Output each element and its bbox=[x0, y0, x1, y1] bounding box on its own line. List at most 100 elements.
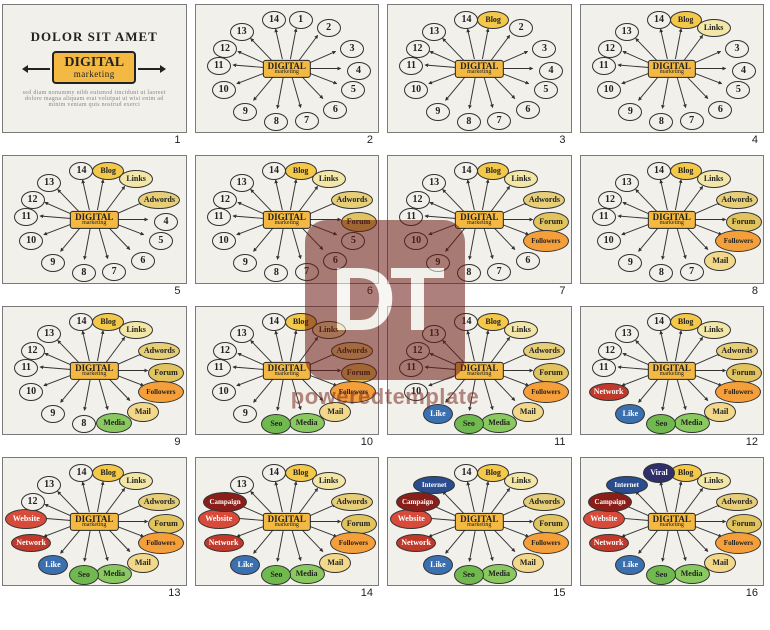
mindmap-node: 14 bbox=[454, 162, 478, 180]
slide-number: 10 bbox=[195, 435, 380, 449]
slide-cell[interactable]: BlogLinksAdwordsForumFollowersMail789101… bbox=[580, 155, 765, 298]
mindmap-node: 7 bbox=[680, 112, 704, 130]
mindmap-node: Mail bbox=[127, 553, 159, 573]
mindmap-node: Forum bbox=[341, 212, 377, 232]
slide-cell[interactable]: BlogLinksAdwordsForumFollowersMailMediaS… bbox=[387, 306, 572, 449]
mindmap-node: Forum bbox=[726, 212, 762, 232]
mindmap-node: 12 bbox=[213, 342, 237, 360]
slide-thumbnail[interactable]: BlogLinksAdwordsForum567891011121314DIGI… bbox=[195, 155, 380, 284]
slide-thumbnail[interactable]: BlogLinksAdwordsForumFollowersMail789101… bbox=[580, 155, 765, 284]
slide-cell[interactable]: BlogLinksAdwordsForumFollowersMailMedia8… bbox=[2, 306, 187, 449]
slide-cell[interactable]: BlogLinksAdwordsForumFollowers6789101112… bbox=[387, 155, 572, 298]
mindmap-hub: DIGITALmarketing bbox=[648, 210, 696, 228]
mindmap-hub: DIGITALmarketing bbox=[70, 210, 118, 228]
mindmap: 1234567891011121314DIGITALmarketing bbox=[196, 5, 379, 132]
mindmap-node: Links bbox=[697, 19, 731, 37]
slide-thumbnail[interactable]: BlogLinksAdwordsForumFollowersMailMediaS… bbox=[580, 306, 765, 435]
mindmap-node: 12 bbox=[21, 342, 45, 360]
mindmap-node: Media bbox=[289, 413, 325, 433]
mindmap-node: Seo bbox=[261, 414, 291, 434]
mindmap-node: Mail bbox=[704, 251, 736, 271]
mindmap-node: 5 bbox=[341, 232, 365, 250]
mindmap-node: 14 bbox=[262, 162, 286, 180]
mindmap-node: 14 bbox=[69, 162, 93, 180]
slide-cell[interactable]: BlogLinksAdwordsForumFollowersMailMediaS… bbox=[580, 306, 765, 449]
mindmap-node: 7 bbox=[680, 263, 704, 281]
mindmap-node: 11 bbox=[399, 208, 423, 226]
slide-cell[interactable]: DOLOR SIT AMETDIGITALmarketingsed diam n… bbox=[2, 4, 187, 147]
slide-thumbnail[interactable]: DOLOR SIT AMETDIGITALmarketingsed diam n… bbox=[2, 4, 187, 133]
slide-thumbnail[interactable]: BlogLinks34567891011121314DIGITALmarketi… bbox=[580, 4, 765, 133]
mindmap: BlogLinksAdwordsForumFollowersMail789101… bbox=[581, 156, 764, 283]
slide-cell[interactable]: BlogLinksAdwordsForumFollowersMailMediaS… bbox=[580, 457, 765, 600]
slide-thumbnail[interactable]: BlogLinksAdwordsForumFollowersMailMediaS… bbox=[387, 306, 572, 435]
mindmap-node: Network bbox=[11, 534, 51, 552]
mindmap-node: Seo bbox=[261, 565, 291, 585]
slide-cell[interactable]: BlogLinksAdwordsForumFollowersMailMediaS… bbox=[195, 306, 380, 449]
mindmap-node: 9 bbox=[41, 405, 65, 423]
mindmap-node: 9 bbox=[41, 254, 65, 272]
slide-number: 15 bbox=[387, 586, 572, 600]
slide-thumbnail[interactable]: 1234567891011121314DIGITALmarketing bbox=[195, 4, 380, 133]
mindmap-node: 14 bbox=[647, 162, 671, 180]
mindmap-node: 6 bbox=[323, 101, 347, 119]
mindmap-hub: DIGITALmarketing bbox=[455, 210, 503, 228]
mindmap-node: 10 bbox=[212, 383, 236, 401]
mindmap: BlogLinksAdwordsForumFollowersMailMediaS… bbox=[581, 307, 764, 434]
slide-cell[interactable]: Blog234567891011121314DIGITALmarketing3 bbox=[387, 4, 572, 147]
slide-cell[interactable]: BlogLinksAdwordsForum567891011121314DIGI… bbox=[195, 155, 380, 298]
slide-thumbnail[interactable]: Blog234567891011121314DIGITALmarketing bbox=[387, 4, 572, 133]
mindmap-node: 6 bbox=[323, 252, 347, 270]
slide-thumbnail[interactable]: BlogLinksAdwordsForumFollowers6789101112… bbox=[387, 155, 572, 284]
slide-thumbnail[interactable]: BlogLinksAdwords4567891011121314DIGITALm… bbox=[2, 155, 187, 284]
slide-thumbnail[interactable]: BlogLinksAdwordsForumFollowersMailMediaS… bbox=[195, 306, 380, 435]
mindmap-node: 11 bbox=[207, 208, 231, 226]
mindmap-node: Adwords bbox=[331, 493, 373, 511]
slide-cell[interactable]: BlogLinksAdwordsForumFollowersMailMediaS… bbox=[387, 457, 572, 600]
mindmap-node: 12 bbox=[406, 191, 430, 209]
mindmap-node: Forum bbox=[533, 514, 569, 534]
mindmap-node: 10 bbox=[404, 81, 428, 99]
mindmap-node: 5 bbox=[149, 232, 173, 250]
mindmap-node: Like bbox=[615, 555, 645, 575]
slide-cell[interactable]: 1234567891011121314DIGITALmarketing2 bbox=[195, 4, 380, 147]
slide-thumbnail[interactable]: BlogLinksAdwordsForumFollowersMailMediaS… bbox=[580, 457, 765, 586]
mindmap-node: 14 bbox=[454, 313, 478, 331]
mindmap-node: Seo bbox=[454, 414, 484, 434]
mindmap-node: 14 bbox=[262, 313, 286, 331]
mindmap-node: Forum bbox=[726, 514, 762, 534]
mindmap-node: 12 bbox=[21, 493, 45, 511]
mindmap-node: Media bbox=[674, 413, 710, 433]
slide-thumbnail[interactable]: BlogLinksAdwordsForumFollowersMailMediaS… bbox=[2, 457, 187, 586]
mindmap-node: 1 bbox=[289, 11, 313, 29]
mindmap-hub: DIGITALmarketing bbox=[263, 210, 311, 228]
mindmap-node: 10 bbox=[212, 81, 236, 99]
mindmap-node: Like bbox=[423, 555, 453, 575]
mindmap-node: Seo bbox=[646, 414, 676, 434]
slide-number: 5 bbox=[2, 284, 187, 298]
mindmap-node: Forum bbox=[148, 363, 184, 383]
mindmap-node: 14 bbox=[69, 464, 93, 482]
mindmap-node: 14 bbox=[647, 313, 671, 331]
mindmap-node: Adwords bbox=[523, 191, 565, 209]
mindmap-node: Adwords bbox=[523, 342, 565, 360]
mindmap-hub: DIGITALmarketing bbox=[263, 512, 311, 530]
mindmap-node: 9 bbox=[233, 103, 257, 121]
slide-thumbnail[interactable]: BlogLinksAdwordsForumFollowersMailMedia8… bbox=[2, 306, 187, 435]
title-headline: DOLOR SIT AMET bbox=[31, 29, 158, 45]
mindmap-node: 11 bbox=[399, 57, 423, 75]
slide-cell[interactable]: BlogLinksAdwords4567891011121314DIGITALm… bbox=[2, 155, 187, 298]
mindmap-node: 10 bbox=[19, 232, 43, 250]
mindmap-node: Adwords bbox=[331, 191, 373, 209]
mindmap: BlogLinksAdwordsForumFollowersMailMediaS… bbox=[3, 458, 186, 585]
mindmap-node: Seo bbox=[646, 565, 676, 585]
slide-cell[interactable]: BlogLinksAdwordsForumFollowersMailMediaS… bbox=[2, 457, 187, 600]
slide-cell[interactable]: BlogLinksAdwordsForumFollowersMailMediaS… bbox=[195, 457, 380, 600]
slide-thumbnail[interactable]: BlogLinksAdwordsForumFollowersMailMediaS… bbox=[387, 457, 572, 586]
mindmap-node: Media bbox=[481, 413, 517, 433]
mindmap-node: 12 bbox=[598, 342, 622, 360]
slide-thumbnail[interactable]: BlogLinksAdwordsForumFollowersMailMediaS… bbox=[195, 457, 380, 586]
mindmap-node: 10 bbox=[19, 383, 43, 401]
slide-cell[interactable]: BlogLinks34567891011121314DIGITALmarketi… bbox=[580, 4, 765, 147]
mindmap-node: 4 bbox=[154, 213, 178, 231]
